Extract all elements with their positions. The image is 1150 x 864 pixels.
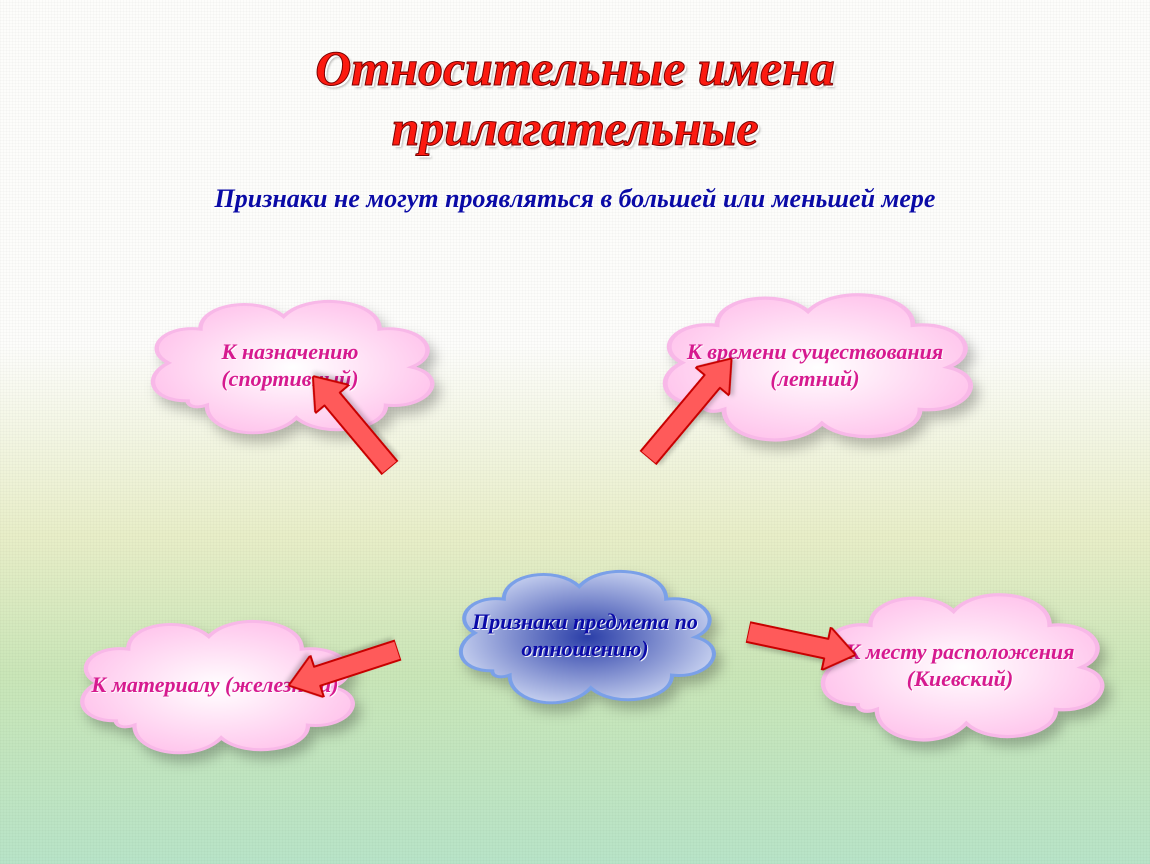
- title-line-1: Относительные имена: [315, 40, 835, 96]
- page-title: Относительные имена прилагательные: [315, 38, 835, 158]
- title-block: Относительные имена прилагательные Призн…: [0, 0, 1150, 214]
- title-line-2: прилагательные: [391, 100, 758, 156]
- diagram-stage: К назначению (спортивный)К времени сущес…: [0, 250, 1150, 864]
- node-purpose: К назначению (спортивный): [130, 270, 450, 460]
- subtitle: Признаки не могут проявляться в большей …: [0, 184, 1150, 214]
- center-node: Признаки предмета по отношению): [440, 540, 730, 730]
